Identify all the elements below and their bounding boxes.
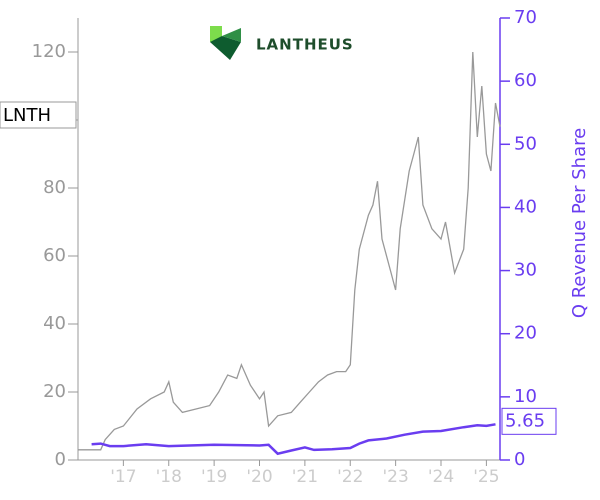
series-label: LNTH: [3, 105, 51, 126]
x-tick-label: '21: [292, 467, 318, 487]
x-tick-label: '18: [156, 467, 182, 487]
x-tick-label: '17: [110, 467, 136, 487]
series-line: [78, 51, 501, 451]
y2-tick-label: 40: [514, 196, 537, 217]
last-value-box: [501, 407, 557, 435]
y2-tick-label: 50: [514, 133, 537, 154]
last-value-label: 5.65: [505, 410, 545, 431]
y2-tick-label: 20: [514, 323, 537, 344]
x-tick-label: '19: [201, 467, 227, 487]
x-tick-label: '20: [246, 467, 272, 487]
y-tick-label: 40: [43, 313, 66, 334]
y-tick-label: 0: [55, 449, 66, 470]
x-tick-label: '23: [382, 467, 408, 487]
x-tick-label: '24: [428, 467, 454, 487]
logo-text: LANTHEUS: [256, 36, 354, 54]
logo-icon: [210, 26, 241, 60]
y2-tick-label: 0: [514, 449, 525, 470]
y2-axis-label: Q Revenue Per Share: [569, 128, 590, 318]
series-line: [91, 423, 496, 456]
y2-tick-label: 30: [514, 260, 537, 281]
y2-tick-label: 60: [514, 70, 537, 91]
y-tick-label: 80: [43, 177, 66, 198]
y-tick-label: 60: [43, 245, 66, 266]
y-tick-label: 120: [32, 41, 66, 62]
y-tick-label: 20: [43, 381, 66, 402]
x-tick-label: '25: [473, 467, 499, 487]
x-tick-label: '22: [337, 467, 363, 487]
y2-tick-label: 10: [514, 386, 537, 407]
series-label-box: [0, 101, 77, 129]
y2-tick-label: 70: [514, 7, 537, 28]
